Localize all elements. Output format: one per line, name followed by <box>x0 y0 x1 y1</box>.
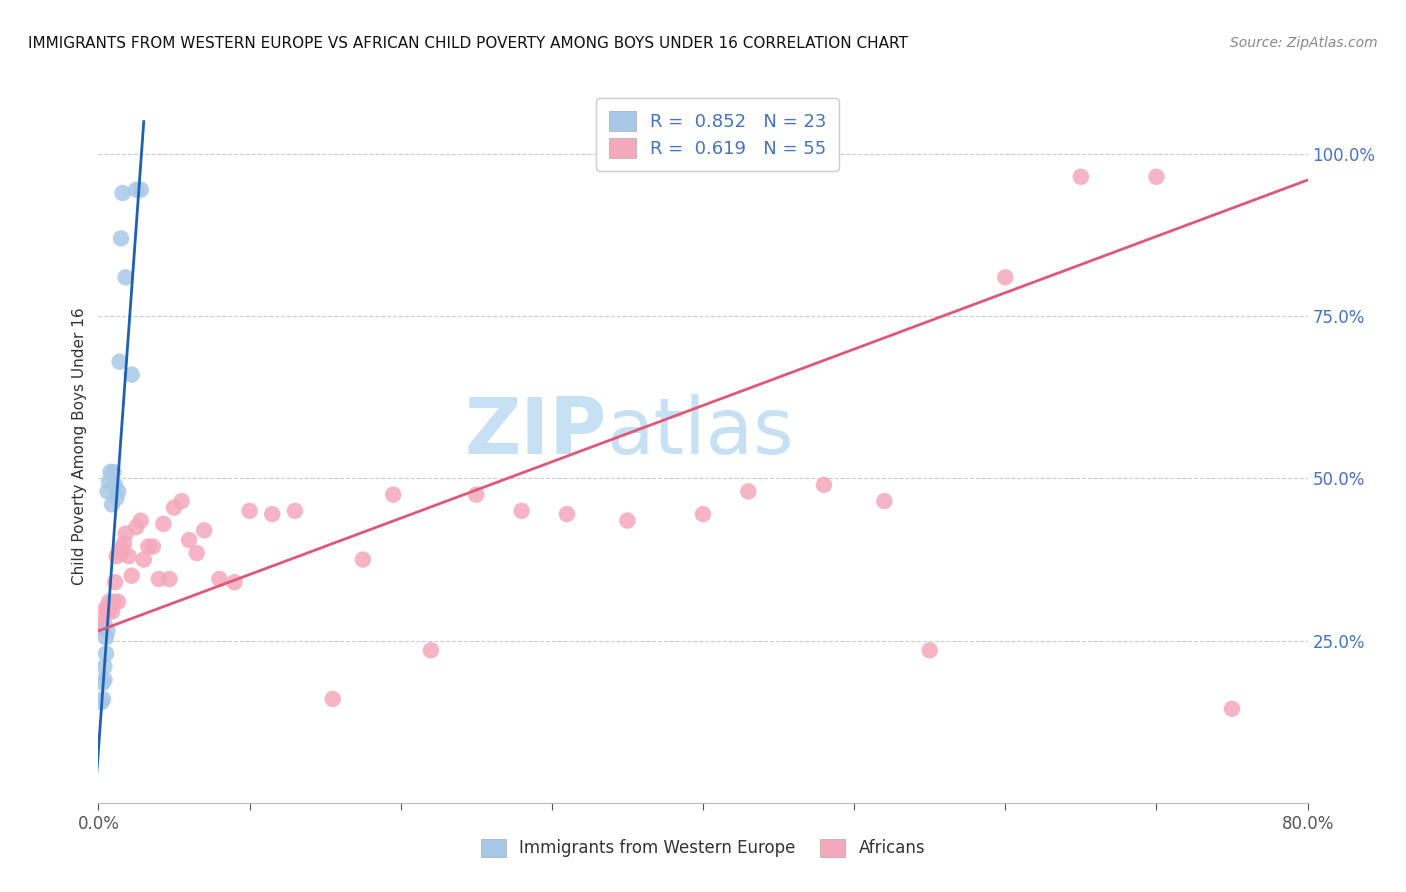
Point <box>94 601 117 615</box>
Point <box>352 552 374 566</box>
Point <box>186 546 208 560</box>
Point <box>91 611 114 625</box>
Point <box>262 507 284 521</box>
Point <box>90 695 112 709</box>
Point <box>132 552 155 566</box>
Point <box>148 572 170 586</box>
Point <box>465 488 488 502</box>
Text: atlas: atlas <box>606 393 794 470</box>
Point <box>90 621 112 635</box>
Point <box>101 604 124 618</box>
Point <box>94 631 117 645</box>
Point <box>101 497 124 511</box>
Point <box>125 520 148 534</box>
Point <box>108 354 131 368</box>
Point <box>114 270 136 285</box>
Point <box>284 504 307 518</box>
Point <box>107 595 129 609</box>
Point <box>105 491 128 505</box>
Point <box>110 231 132 245</box>
Point <box>224 575 246 590</box>
Point <box>94 647 117 661</box>
Text: Source: ZipAtlas.com: Source: ZipAtlas.com <box>1230 36 1378 50</box>
Point <box>208 572 231 586</box>
Point <box>111 186 134 200</box>
Point <box>1220 702 1243 716</box>
Point <box>193 524 215 538</box>
Point <box>108 542 131 557</box>
Point <box>100 465 122 479</box>
Point <box>142 540 165 554</box>
Point <box>111 542 134 557</box>
Point <box>104 478 127 492</box>
Point <box>93 617 115 632</box>
Point <box>322 692 344 706</box>
Point <box>510 504 533 518</box>
Point <box>105 549 128 564</box>
Point <box>98 475 121 489</box>
Point <box>159 572 181 586</box>
Point <box>103 595 125 609</box>
Point <box>96 484 118 499</box>
Point <box>100 598 122 612</box>
Point <box>91 675 114 690</box>
Text: ZIP: ZIP <box>464 393 606 470</box>
Point <box>136 540 159 554</box>
Point <box>125 183 148 197</box>
Point <box>89 621 111 635</box>
Point <box>91 692 114 706</box>
Point <box>93 673 115 687</box>
Point <box>737 484 759 499</box>
Y-axis label: Child Poverty Among Boys Under 16: Child Poverty Among Boys Under 16 <box>72 307 87 585</box>
Point <box>152 516 174 531</box>
Point <box>813 478 835 492</box>
Text: IMMIGRANTS FROM WESTERN EUROPE VS AFRICAN CHILD POVERTY AMONG BOYS UNDER 16 CORR: IMMIGRANTS FROM WESTERN EUROPE VS AFRICA… <box>28 36 908 51</box>
Point <box>994 270 1017 285</box>
Point <box>114 526 136 541</box>
Point <box>93 659 115 673</box>
Point <box>129 183 152 197</box>
Point <box>1070 169 1092 184</box>
Point <box>239 504 262 518</box>
Legend: Immigrants from Western Europe, Africans: Immigrants from Western Europe, Africans <box>472 830 934 866</box>
Point <box>918 643 941 657</box>
Point <box>163 500 186 515</box>
Point <box>103 465 125 479</box>
Point <box>112 536 135 550</box>
Point <box>98 595 121 609</box>
Point <box>121 368 143 382</box>
Point <box>555 507 578 521</box>
Point <box>692 507 714 521</box>
Point <box>107 484 129 499</box>
Point <box>873 494 896 508</box>
Point <box>616 514 638 528</box>
Point <box>118 549 141 564</box>
Point <box>104 575 127 590</box>
Point <box>420 643 443 657</box>
Point <box>129 514 152 528</box>
Point <box>96 624 118 638</box>
Point <box>179 533 201 547</box>
Point <box>382 488 405 502</box>
Point <box>121 568 143 582</box>
Point <box>110 546 132 560</box>
Point <box>1144 169 1167 184</box>
Point <box>170 494 193 508</box>
Point <box>96 604 118 618</box>
